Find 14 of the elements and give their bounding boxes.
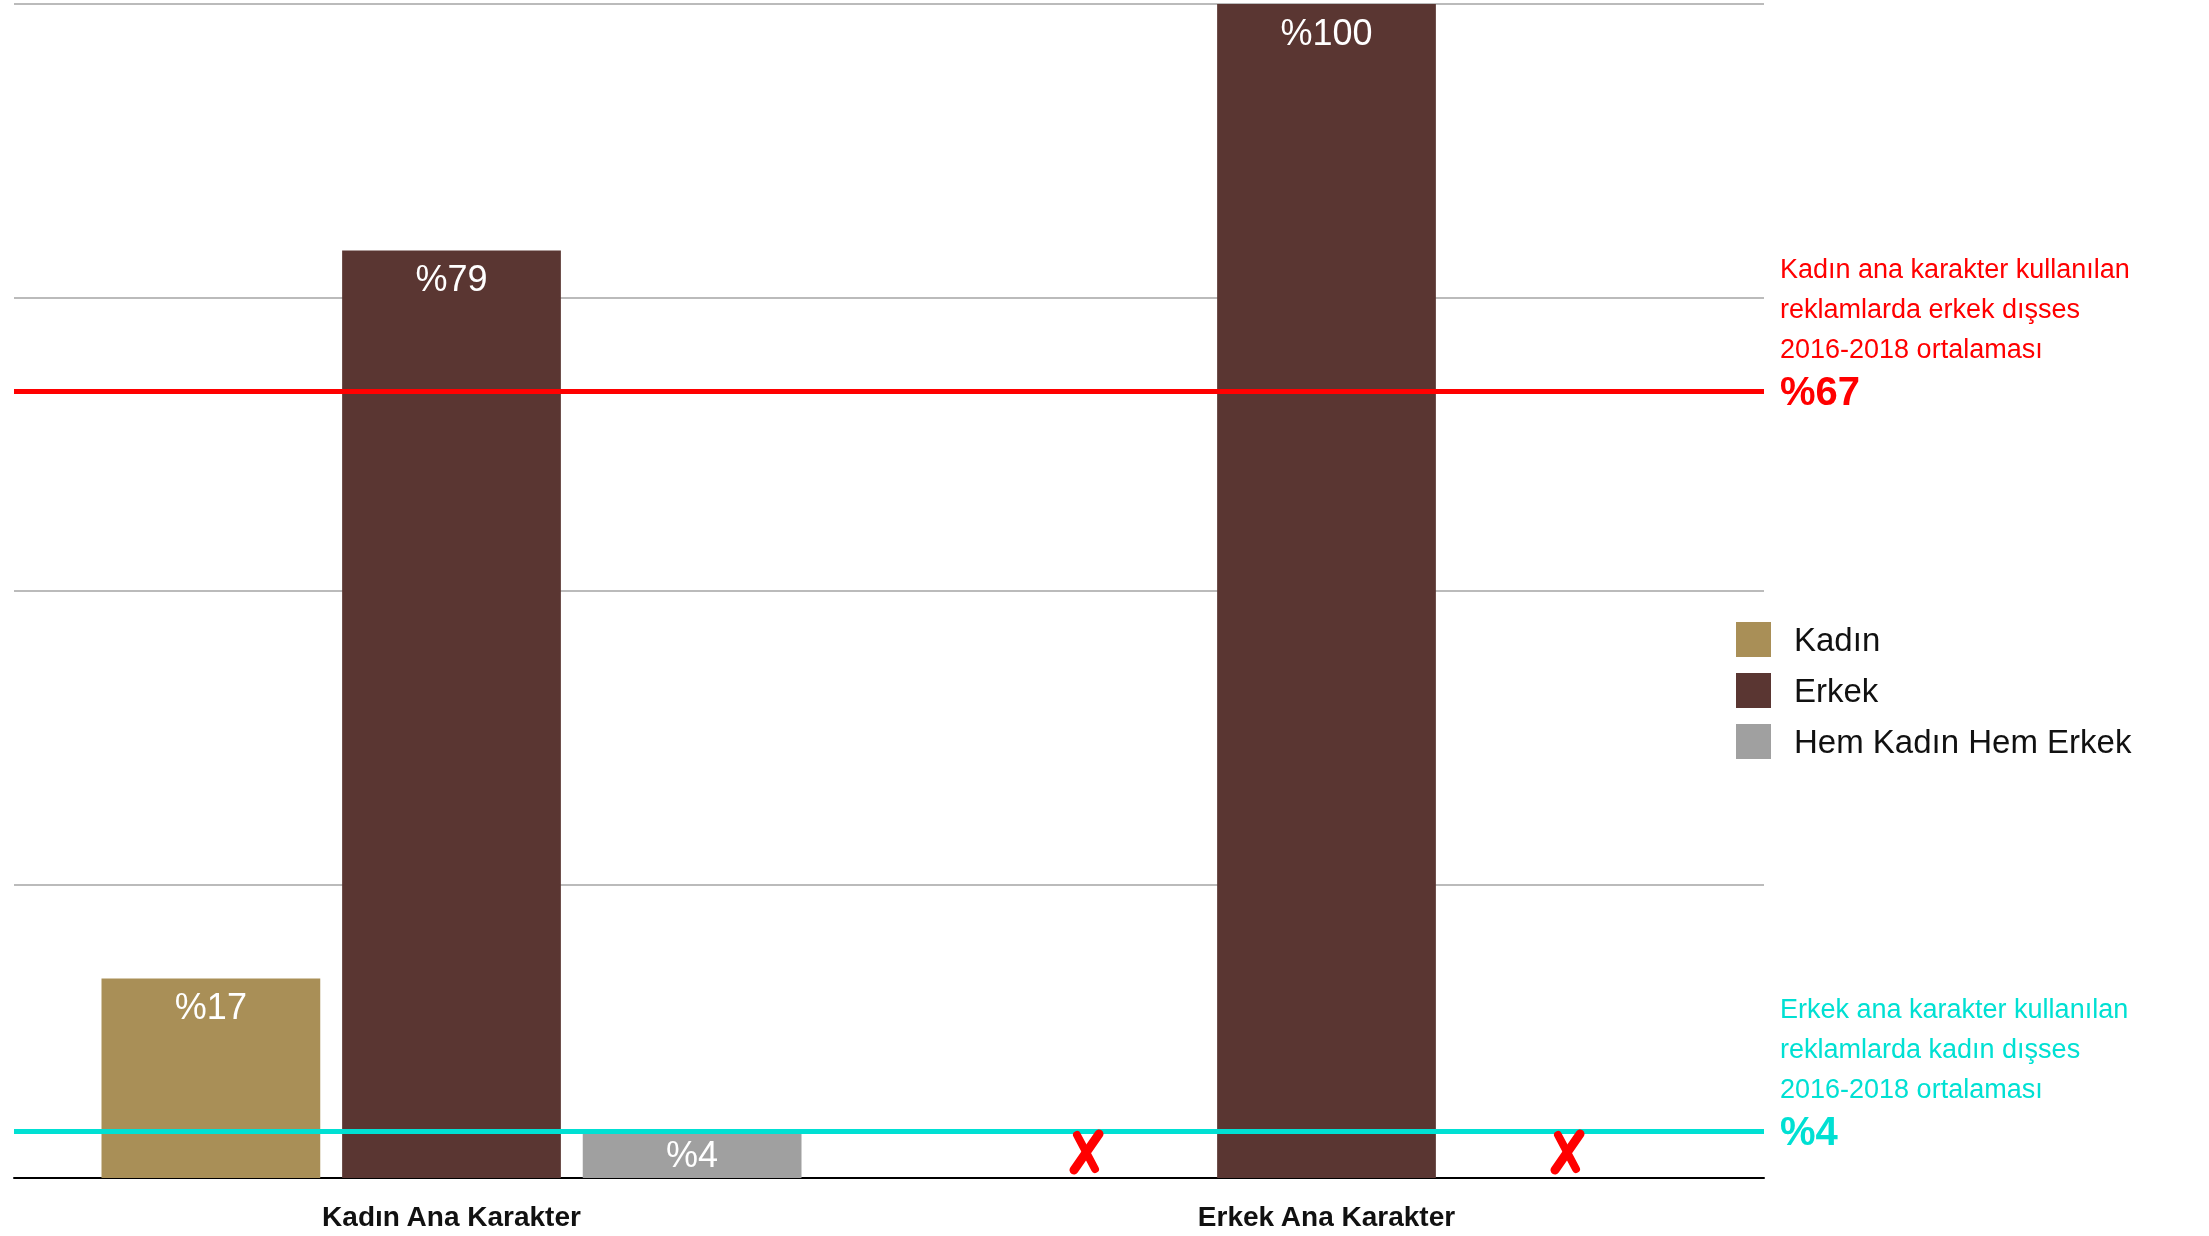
ref-line-label: Kadın ana karakter kullanılan reklamlarda erkek dışses 2016-2018 ortalaması %67 (1780, 254, 2130, 414)
data-label: %79 (415, 258, 488, 300)
x-tick-label: Erkek Ana Karakter (1197, 1200, 1456, 1232)
legend-label: Hem Kadın Hem Erkek (1794, 723, 2132, 760)
bar (101, 978, 321, 1178)
legend-label: Kadın (1794, 621, 1881, 658)
bar (1217, 4, 1436, 1178)
bar (342, 250, 561, 1178)
data-label: %4 (666, 1134, 719, 1176)
legend-label: Erkek (1794, 672, 1879, 709)
data-label: %17 (174, 985, 247, 1027)
data-label: %100 (1280, 11, 1373, 53)
x-tick-label: Kadın Ana Karakter (322, 1200, 582, 1232)
ref-line-label: Erkek ana karakter kullanılan reklamlarda kadın dışses 2016-2018 ortalaması %4 (1780, 994, 2129, 1154)
